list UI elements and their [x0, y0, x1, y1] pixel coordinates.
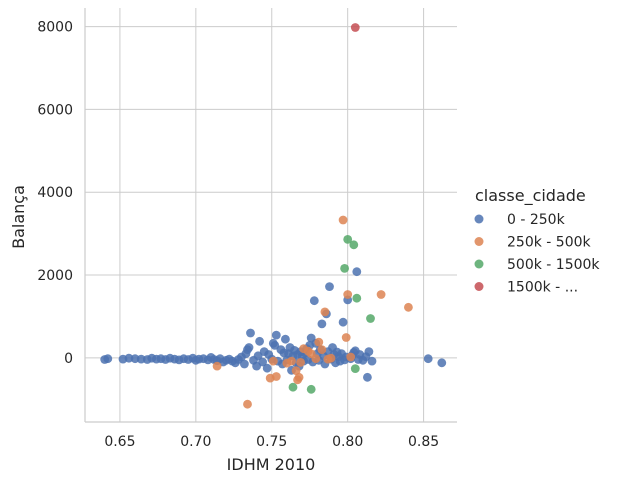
data-point: [281, 334, 290, 344]
data-point: [103, 354, 113, 364]
data-point: [340, 264, 349, 273]
legend-items: 0 - 250k 250k - 500k 500k - 1500k 1500k - .…: [474, 212, 600, 296]
data-point: [243, 399, 252, 409]
data-point: [367, 356, 377, 366]
data-point: [350, 23, 360, 32]
series-0-250k: [100, 267, 447, 382]
legend-label: 250k - 500k: [507, 235, 592, 251]
data-point: [338, 215, 348, 225]
data-point: [317, 319, 327, 329]
x-tick-label: 0.85: [408, 434, 439, 450]
data-point: [262, 363, 272, 373]
x-tick-label: 0.80: [332, 434, 363, 450]
x-tick-label: 0.70: [180, 434, 211, 450]
legend-title: classe_cidade: [475, 186, 586, 206]
data-point: [341, 333, 351, 342]
data-point: [271, 372, 281, 381]
data-point: [287, 356, 296, 366]
legend-marker: [474, 237, 484, 246]
data-point: [306, 384, 316, 394]
data-point: [212, 361, 222, 371]
x-tick-label: 0.75: [256, 434, 287, 450]
data-points: [100, 23, 447, 409]
data-point: [320, 307, 330, 317]
data-point: [352, 267, 362, 277]
data-point: [437, 358, 447, 368]
data-point: [296, 358, 305, 367]
x-tick-label: 0.65: [104, 434, 135, 450]
data-point: [268, 356, 278, 366]
series-500k-1500k: [288, 235, 375, 394]
y-tick-label: 0: [64, 351, 73, 367]
axes-spines: [84, 8, 457, 423]
y-tick-labels: 0 2000 4000 6000 8000: [37, 20, 73, 367]
data-point: [288, 382, 298, 392]
legend-marker: [474, 214, 484, 224]
data-point: [349, 240, 359, 250]
x-axis-label: IDHM 2010: [227, 455, 316, 474]
data-point: [291, 366, 301, 376]
data-point: [352, 293, 362, 303]
data-point: [404, 302, 413, 312]
legend-label: 500k - 1500k: [507, 257, 600, 273]
y-tick-label: 6000: [37, 102, 73, 118]
data-point: [350, 364, 360, 373]
y-tick-label: 2000: [37, 268, 73, 284]
data-point: [376, 290, 386, 299]
data-point: [325, 282, 334, 291]
data-point: [258, 357, 267, 367]
x-tick-labels: 0.65 0.70 0.75 0.80 0.85: [104, 434, 439, 450]
y-axis-label: Balança: [9, 185, 28, 249]
data-point: [294, 372, 304, 382]
y-tick-label: 8000: [37, 20, 73, 36]
legend-label: 1500k - ...: [507, 280, 578, 296]
data-point: [255, 336, 264, 346]
data-point: [364, 347, 374, 356]
data-point: [317, 345, 327, 354]
data-point: [271, 330, 281, 340]
series-250k-500k: [212, 215, 413, 409]
data-point: [423, 354, 433, 364]
data-point: [338, 317, 348, 327]
legend: classe_cidade 0 - 250k 250k - 500k 500k - …: [474, 186, 600, 296]
data-point: [366, 314, 375, 323]
legend-label: 0 - 250k: [507, 212, 566, 228]
data-point: [346, 352, 356, 362]
data-point: [343, 235, 353, 244]
data-point: [311, 354, 321, 364]
legend-marker: [474, 282, 484, 291]
data-point: [244, 343, 254, 352]
data-point: [343, 290, 353, 299]
y-tick-label: 4000: [37, 185, 73, 201]
data-point: [314, 337, 324, 347]
legend-marker: [474, 259, 484, 269]
series-1500k-: [350, 23, 360, 32]
data-point: [363, 372, 372, 382]
data-point: [326, 353, 336, 363]
data-point: [246, 328, 255, 338]
data-point: [240, 359, 249, 369]
data-point: [309, 296, 319, 306]
